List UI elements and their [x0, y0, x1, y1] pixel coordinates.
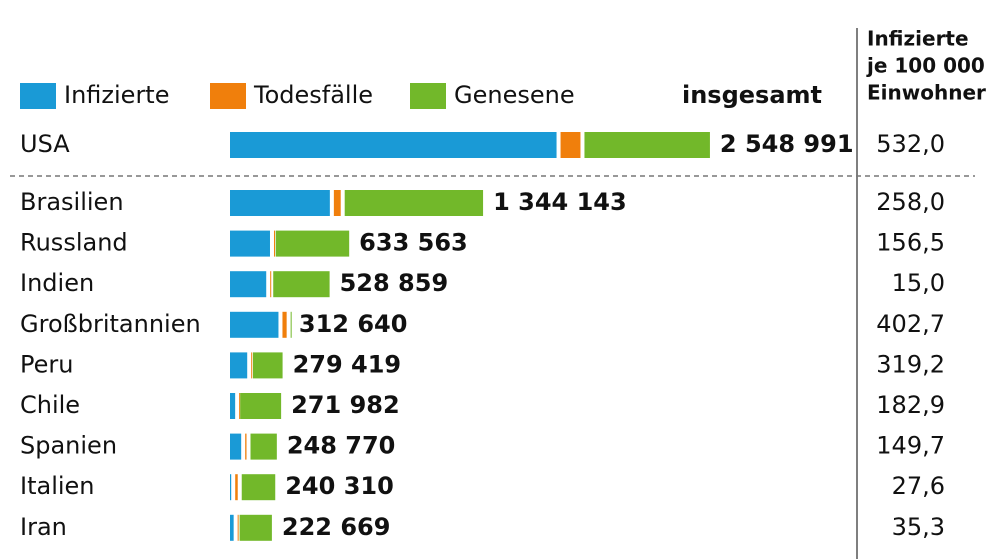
total-label: 1 344 143 — [493, 188, 627, 216]
rate-value: 15,0 — [892, 269, 945, 297]
rate-value: 319,2 — [876, 350, 945, 378]
rate-value: 156,5 — [876, 229, 945, 257]
bar-segment — [560, 132, 581, 158]
rate-value: 182,9 — [876, 391, 945, 419]
total-header: insgesamt — [682, 81, 822, 109]
total-label: 279 419 — [293, 350, 402, 378]
bar-segment — [251, 352, 253, 379]
bar-segment — [273, 271, 330, 298]
bar-segment — [344, 190, 484, 216]
bar-segment — [230, 132, 557, 158]
bar-segment — [230, 311, 279, 338]
bar-segment — [230, 190, 330, 216]
bar-segment — [230, 393, 236, 419]
bar-segment — [273, 230, 275, 257]
category-label: Iran — [20, 513, 67, 541]
bar-segment — [333, 190, 341, 216]
bar-segment — [230, 230, 270, 257]
legend-label: Todesfälle — [253, 81, 373, 109]
bar-segment — [241, 474, 276, 501]
total-label: 528 859 — [340, 269, 449, 297]
category-label: Spanien — [20, 432, 117, 460]
category-label: Peru — [20, 350, 73, 378]
category-label: Brasilien — [20, 188, 124, 216]
rate-header: je 100 000 — [866, 54, 985, 78]
category-label: USA — [20, 130, 70, 158]
rate-value: 27,6 — [892, 472, 945, 500]
bar-segment — [239, 514, 272, 541]
legend-swatch — [410, 83, 446, 109]
total-label: 2 548 991 — [720, 130, 854, 158]
bar-segment — [230, 514, 234, 541]
bar-segment — [252, 352, 283, 379]
total-label: 633 563 — [359, 229, 468, 257]
rate-value: 402,7 — [876, 310, 945, 338]
bar-segment — [275, 230, 350, 257]
rate-header: Einwohner — [867, 81, 986, 105]
total-label: 248 770 — [287, 432, 396, 460]
bar-segment — [240, 393, 282, 419]
bar-segment — [584, 132, 710, 158]
bar-segment — [270, 271, 272, 298]
total-label: 312 640 — [299, 310, 408, 338]
total-label: 271 982 — [291, 391, 400, 419]
bar-segment — [245, 433, 247, 460]
total-label: 240 310 — [285, 472, 394, 500]
rate-value: 258,0 — [876, 188, 945, 216]
bar-segment — [230, 352, 248, 379]
bar-segment — [230, 474, 232, 501]
legend-label: Infizierte — [64, 81, 169, 109]
bar-segment — [290, 311, 292, 338]
rate-value: 532,0 — [876, 130, 945, 158]
category-label: Russland — [20, 229, 128, 257]
bar-segment — [282, 311, 287, 338]
bar-segment — [230, 433, 242, 460]
category-label: Chile — [20, 391, 80, 419]
rate-header: Infizierte — [867, 27, 969, 51]
rate-value: 149,7 — [876, 432, 945, 460]
bar-segment — [235, 474, 238, 501]
legend-label: Genesene — [454, 81, 575, 109]
bar-segment — [239, 393, 241, 419]
legend-swatch — [210, 83, 246, 109]
total-label: 222 669 — [282, 513, 391, 541]
category-label: Italien — [20, 472, 95, 500]
rate-value: 35,3 — [892, 513, 945, 541]
bar-segment — [230, 271, 267, 298]
bar-segment — [250, 433, 277, 460]
legend-swatch — [20, 83, 56, 109]
category-label: Großbritannien — [20, 310, 201, 338]
bar-segment — [237, 514, 239, 541]
category-label: Indien — [20, 269, 94, 297]
